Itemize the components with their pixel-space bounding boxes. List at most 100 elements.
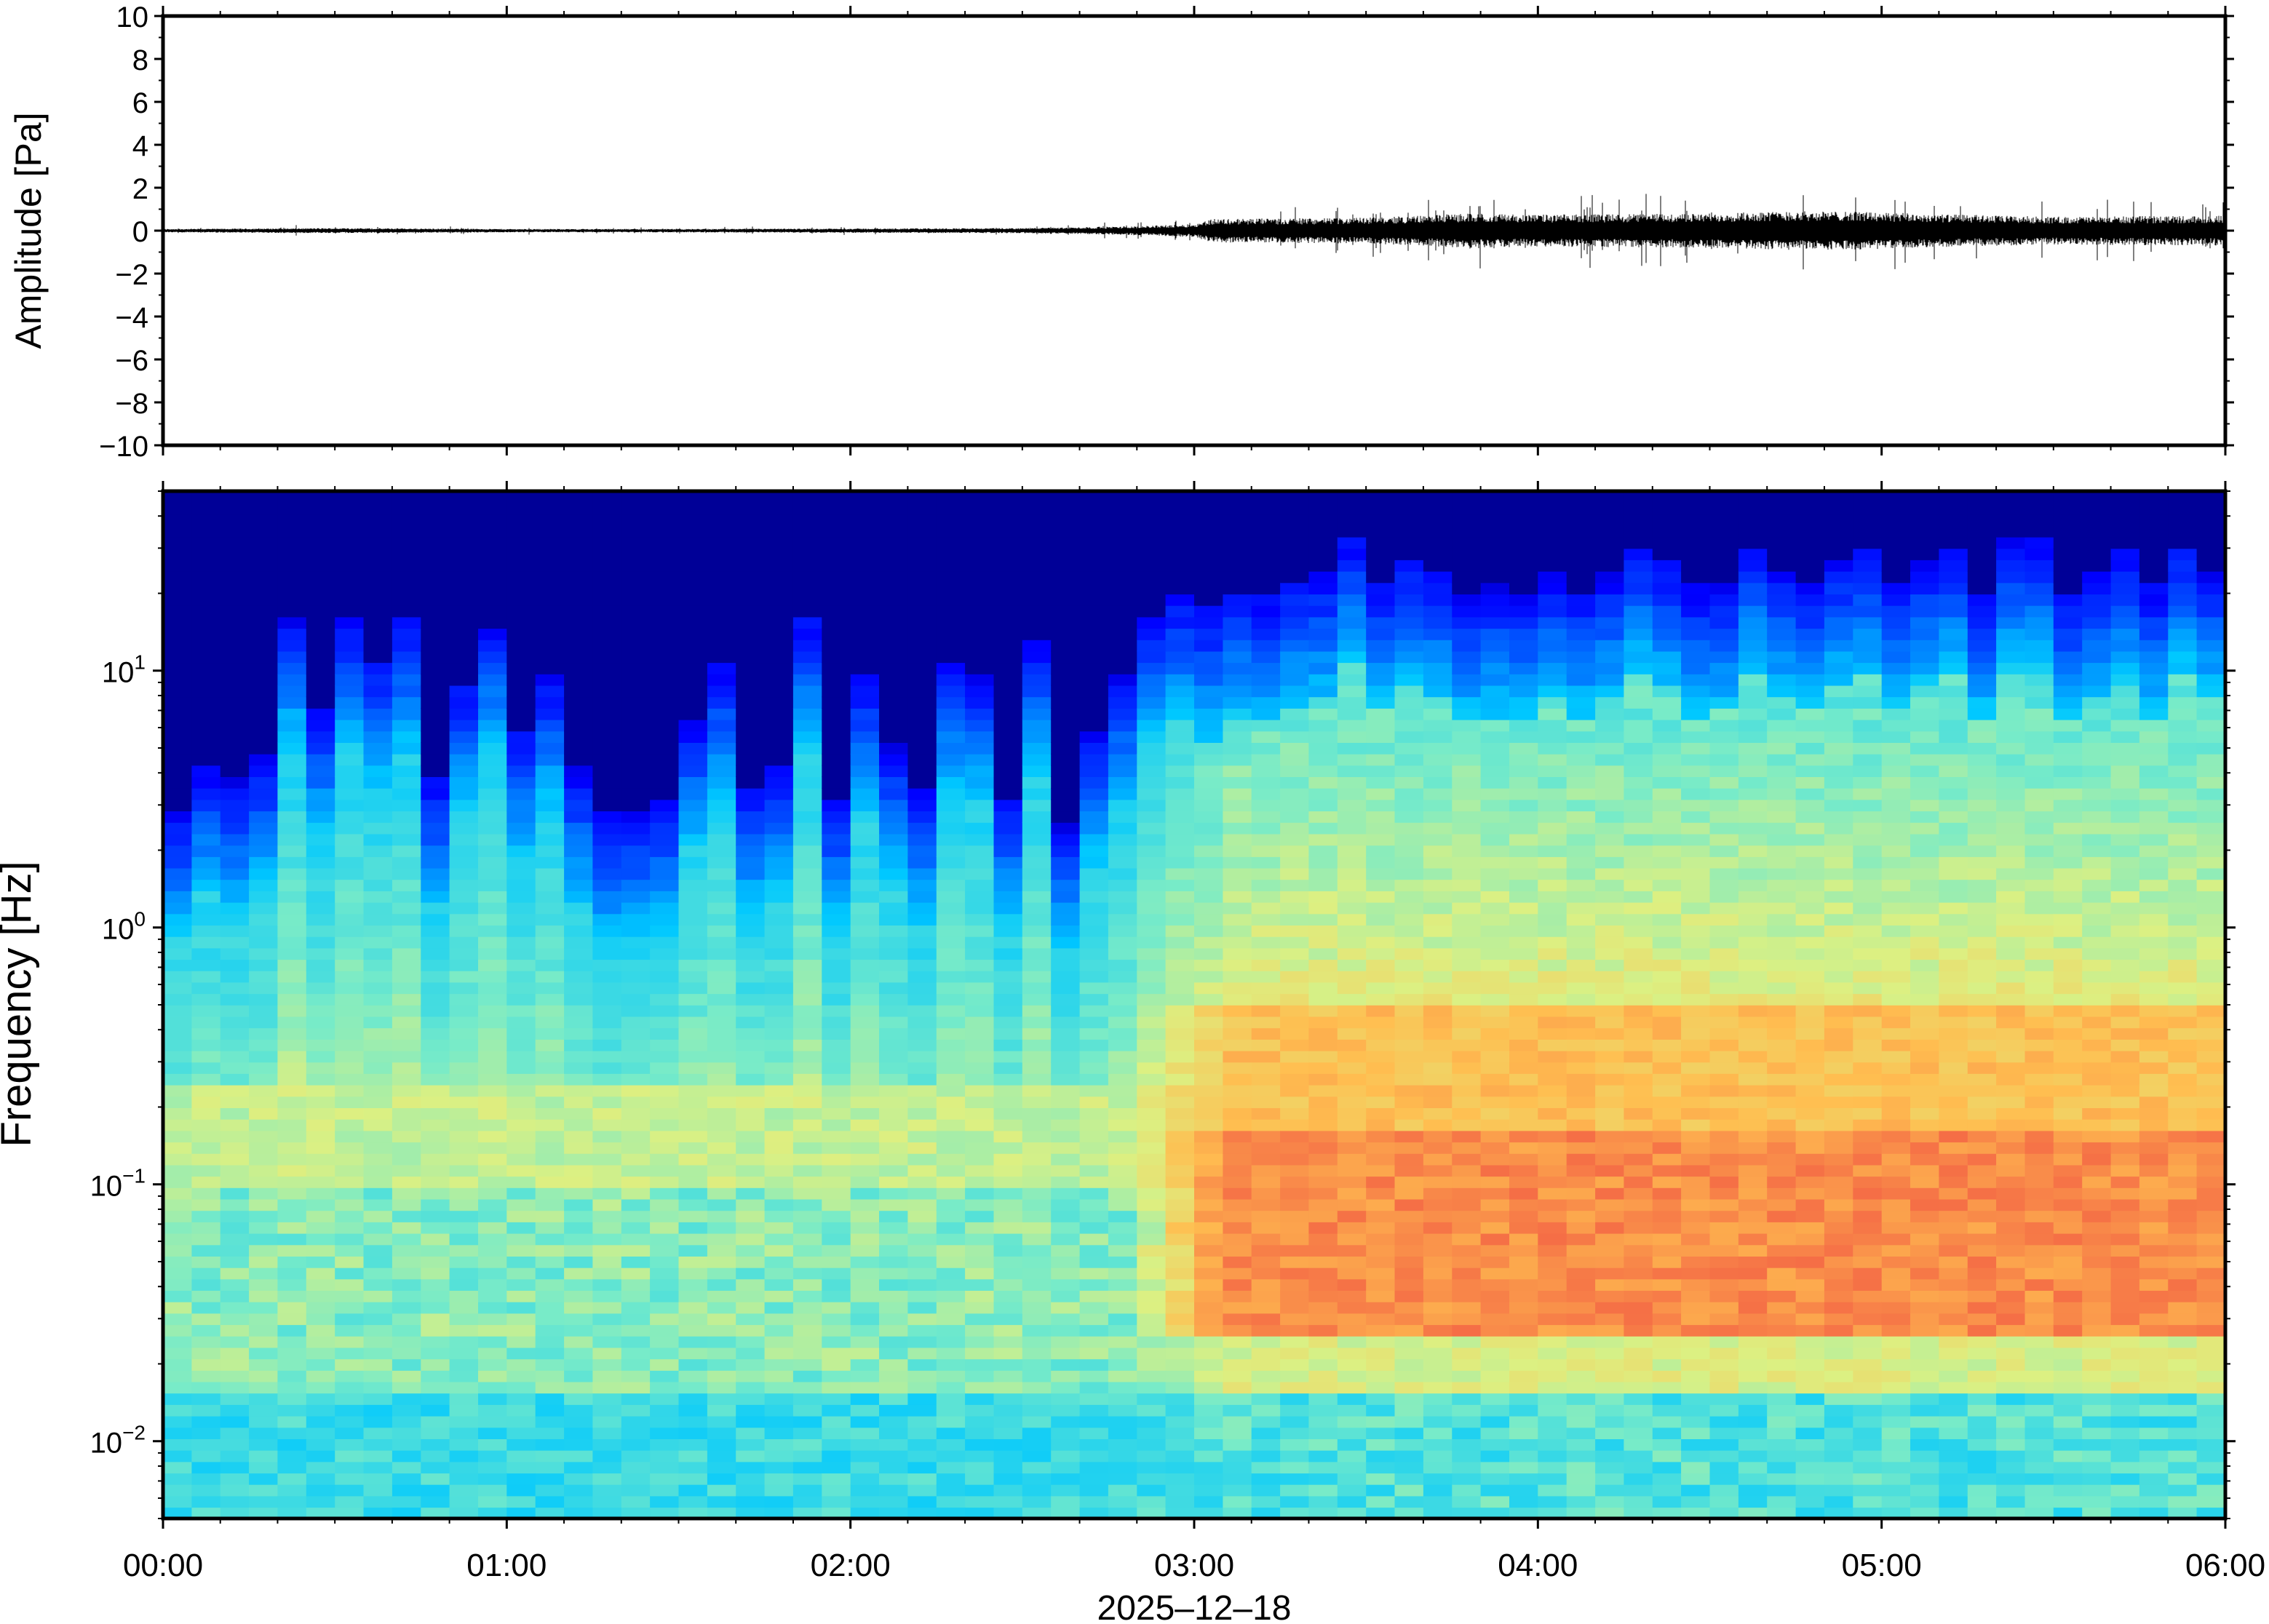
spectrogram-cell — [249, 811, 279, 823]
spectrogram-cell — [621, 822, 651, 835]
spectrogram-cell — [191, 1347, 221, 1360]
spectrogram-cell — [421, 514, 450, 526]
spectrogram-cell — [1624, 1050, 1653, 1063]
spectrogram-cell — [1137, 867, 1167, 880]
spectrogram-cell — [478, 753, 508, 766]
spectrogram-cell — [764, 1336, 794, 1348]
spectrogram-cell — [163, 1313, 193, 1326]
spectrogram-cell — [822, 1324, 851, 1337]
spectrogram-cell — [1022, 1256, 1052, 1268]
spectrogram-cell — [1624, 1495, 1653, 1508]
spectrogram-cell — [163, 1267, 193, 1280]
spectrogram-cell — [392, 662, 422, 674]
spectrogram-cell — [1022, 1449, 1052, 1462]
spectrogram-cell — [621, 685, 651, 698]
spectrogram-cell — [1137, 582, 1167, 594]
spectrogram-cell — [678, 1222, 708, 1234]
spectrogram-cell — [1251, 1507, 1281, 1518]
spectrogram-cell — [592, 650, 622, 664]
spectrogram-cell — [1051, 1244, 1081, 1257]
spectrogram-cell — [1337, 1073, 1367, 1086]
spectrogram-cell — [449, 1062, 479, 1074]
spectrogram-cell — [392, 787, 422, 800]
spectrogram-cell — [1394, 1336, 1424, 1348]
spectrogram-cell — [1595, 1290, 1625, 1302]
spectrogram-cell — [249, 787, 279, 800]
spectrogram-cell — [707, 1495, 737, 1508]
spectrogram-cell — [220, 1507, 250, 1518]
spectrogram-cell — [1624, 1461, 1653, 1474]
spectrogram-cell — [1165, 708, 1195, 720]
spectrogram-cell — [822, 1153, 851, 1166]
spectrogram-cell — [1423, 1267, 1453, 1280]
spectrogram-cell — [1681, 708, 1711, 720]
spectrogram-cell — [1051, 1301, 1081, 1314]
spectrogram-cell — [421, 959, 450, 971]
spectrogram-cell — [1566, 1187, 1596, 1200]
spectrogram-cell — [1280, 1187, 1310, 1200]
spectrogram-cell — [506, 491, 536, 503]
spectrogram-cell — [277, 1062, 307, 1074]
spectrogram-cell — [392, 1062, 422, 1074]
spectrogram-cell — [1624, 1244, 1653, 1257]
spectrogram-cell — [1595, 570, 1625, 584]
spectrogram-cell — [1194, 1267, 1224, 1280]
spectrogram-cell — [277, 1084, 307, 1097]
spectrogram-cell — [1509, 1507, 1539, 1518]
spectrogram-cell — [936, 1484, 966, 1497]
spectrogram-cell — [621, 594, 651, 606]
spectrogram-cell — [1022, 1073, 1052, 1086]
spectrogram-cell — [163, 765, 193, 777]
spectrogram-cell — [907, 1005, 937, 1017]
spectrogram-cell — [879, 879, 909, 891]
spectrogram-cell — [249, 947, 279, 960]
spectrogram-cell — [993, 1358, 1023, 1371]
spectrogram-cell — [1194, 662, 1224, 674]
spectrogram-cell — [1337, 650, 1367, 664]
spectrogram-cell — [1194, 536, 1224, 549]
y-tick-label: −4 — [115, 302, 148, 334]
spectrogram-cell — [1308, 1050, 1338, 1063]
spectrogram-cell — [1194, 1210, 1224, 1222]
spectrogram-cell — [678, 970, 708, 983]
spectrogram-cell — [1509, 605, 1539, 618]
spectrogram-cell — [1337, 1507, 1367, 1518]
spectrogram-cell — [764, 536, 794, 549]
spectrogram-cell — [1223, 1427, 1252, 1439]
spectrogram-cell — [1452, 731, 1482, 743]
spectrogram-cell — [678, 753, 708, 766]
spectrogram-cell — [1051, 959, 1081, 971]
spectrogram-cell — [792, 502, 823, 515]
spectrogram-cell — [421, 536, 450, 549]
spectrogram-cell — [1566, 1461, 1596, 1474]
spectrogram-cell — [1366, 491, 1396, 503]
spectrogram-cell — [1022, 1130, 1052, 1143]
spectrogram-cell — [1595, 1198, 1625, 1211]
spectrogram-cell — [449, 947, 479, 960]
spectrogram-cell — [1538, 1324, 1567, 1337]
spectrogram-cell — [1394, 856, 1424, 869]
spectrogram-cell — [1509, 947, 1539, 960]
spectrogram-cell — [1566, 947, 1596, 960]
spectrogram-cell — [1165, 1027, 1195, 1040]
spectrogram-cell — [678, 502, 708, 515]
spectrogram-cell — [764, 525, 794, 538]
spectrogram-cell — [421, 776, 450, 789]
spectrogram-cell — [506, 1027, 536, 1040]
spectrogram-cell — [277, 776, 307, 789]
spectrogram-cell — [335, 776, 365, 789]
spectrogram-cell — [678, 582, 708, 594]
spectrogram-cell — [1480, 1347, 1510, 1360]
spectrogram-cell — [277, 913, 307, 926]
spectrogram-cell — [306, 811, 335, 823]
spectrogram-cell — [1280, 947, 1310, 960]
spectrogram-cell — [1652, 1084, 1682, 1097]
spectrogram-cell — [1137, 1313, 1167, 1326]
spectrogram-cell — [707, 650, 737, 664]
spectrogram-cell — [678, 628, 708, 640]
spectrogram-cell — [1223, 685, 1252, 698]
spectrogram-cell — [564, 662, 594, 674]
spectrogram-cell — [678, 696, 708, 709]
spectrogram-cell — [592, 787, 622, 800]
spectrogram-cell — [1366, 867, 1396, 880]
